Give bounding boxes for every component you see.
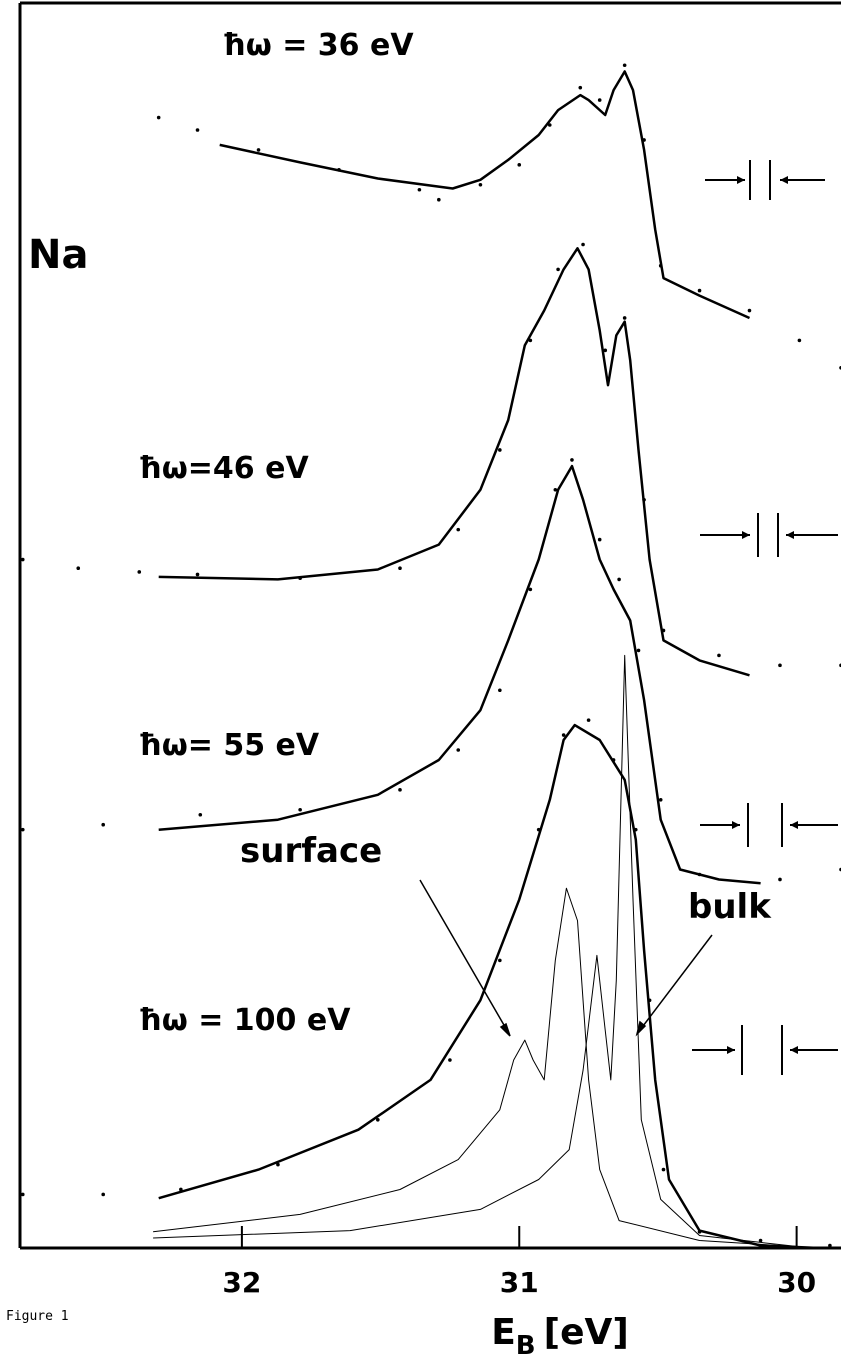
data-point	[456, 527, 461, 532]
data-point	[647, 998, 652, 1003]
x-tick-label: 31	[500, 1266, 539, 1299]
data-point	[179, 1187, 183, 1192]
data-point	[778, 663, 782, 668]
data-point	[276, 1162, 280, 1167]
data-point	[298, 576, 302, 580]
caption: Figure 1	[6, 1309, 69, 1324]
data-point	[586, 718, 591, 722]
data-point	[581, 242, 585, 247]
data-point	[611, 758, 616, 762]
data-point	[498, 958, 502, 963]
data-point	[778, 877, 782, 882]
data-point	[603, 348, 608, 353]
data-point	[561, 733, 566, 737]
data-point	[697, 1230, 702, 1234]
data-point	[498, 448, 502, 452]
data-point	[758, 1238, 763, 1243]
data-point	[517, 163, 522, 167]
resolution-markers	[692, 160, 838, 1075]
data-point	[642, 497, 646, 502]
data-point	[101, 822, 106, 827]
data-point	[717, 653, 721, 658]
data-point	[101, 1192, 106, 1197]
data-point	[622, 316, 627, 320]
data-point	[697, 872, 702, 877]
data-point	[642, 138, 646, 142]
data-point	[20, 827, 25, 832]
x-axis-label: EB [eV]	[491, 1312, 629, 1357]
annotation: Na	[28, 232, 88, 278]
data-point	[622, 63, 627, 68]
fit-curve	[158, 723, 819, 1250]
data-point	[478, 182, 483, 187]
data-point	[578, 85, 583, 90]
data-point	[570, 458, 574, 462]
x-tick-label: 32	[222, 1266, 261, 1299]
data-point	[437, 197, 441, 202]
annotation: ħω = 100 eV	[138, 1003, 351, 1038]
data-point	[553, 487, 558, 492]
data-point	[448, 1058, 452, 1062]
annotation: ħω= 55 eV	[138, 728, 320, 763]
data-point	[337, 168, 341, 172]
data-point	[376, 1117, 380, 1122]
data-point	[556, 267, 560, 272]
x-label-subscript: B	[516, 1331, 536, 1357]
data-point	[498, 688, 502, 693]
data-point	[156, 115, 161, 120]
data-point	[256, 148, 261, 152]
data-point	[417, 187, 422, 192]
annotation: bulk	[688, 887, 772, 927]
data-point	[597, 537, 602, 542]
fit-curve	[158, 464, 761, 885]
data-point	[398, 788, 402, 792]
data-point	[137, 570, 142, 574]
x-label-symbol: E	[491, 1312, 516, 1353]
data-point	[398, 566, 402, 571]
component-curve	[153, 654, 800, 1248]
data-point	[547, 123, 552, 127]
data-point	[195, 572, 200, 577]
annotation: ħω = 36 eV	[222, 28, 414, 63]
data-point	[828, 1243, 832, 1248]
annotation: surface	[240, 831, 382, 871]
data-point	[636, 648, 641, 653]
x-label-unit: [eV]	[544, 1312, 629, 1353]
annotation-arrows	[419, 879, 713, 1037]
data-point	[20, 1192, 25, 1197]
data-point	[298, 807, 302, 812]
data-point	[633, 827, 638, 832]
component-curve	[153, 887, 800, 1248]
data-point	[597, 98, 602, 102]
data-point	[528, 587, 533, 592]
fit-curve	[219, 70, 751, 320]
data-point	[658, 798, 663, 802]
data-point	[528, 338, 533, 343]
data-point	[661, 628, 666, 633]
data-point	[797, 338, 802, 343]
data-point	[617, 577, 621, 582]
data-point	[536, 827, 541, 832]
x-tick-label: 30	[777, 1266, 816, 1299]
data-point	[456, 748, 461, 752]
annotation: ħω=46 eV	[138, 451, 309, 486]
data-point	[198, 812, 203, 817]
data-point	[76, 566, 81, 571]
data-point	[658, 263, 663, 268]
data-point	[697, 288, 702, 293]
data-point	[661, 1167, 666, 1172]
frame	[18, 1, 841, 1250]
fit-curve	[158, 247, 750, 677]
data-point	[20, 557, 25, 562]
data-point	[747, 308, 752, 313]
data-point	[195, 128, 200, 132]
